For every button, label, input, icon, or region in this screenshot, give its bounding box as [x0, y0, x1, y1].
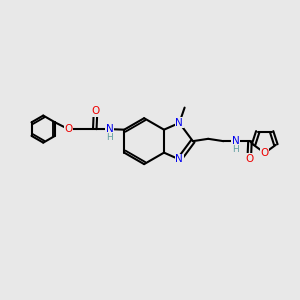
- Text: N: N: [106, 124, 113, 134]
- Text: O: O: [64, 124, 72, 134]
- Text: H: H: [232, 145, 239, 154]
- Text: H: H: [106, 133, 113, 142]
- Text: O: O: [91, 106, 100, 116]
- Text: N: N: [176, 118, 183, 128]
- Text: N: N: [232, 136, 240, 146]
- Text: N: N: [176, 154, 183, 164]
- Text: O: O: [245, 154, 253, 164]
- Text: O: O: [261, 148, 269, 158]
